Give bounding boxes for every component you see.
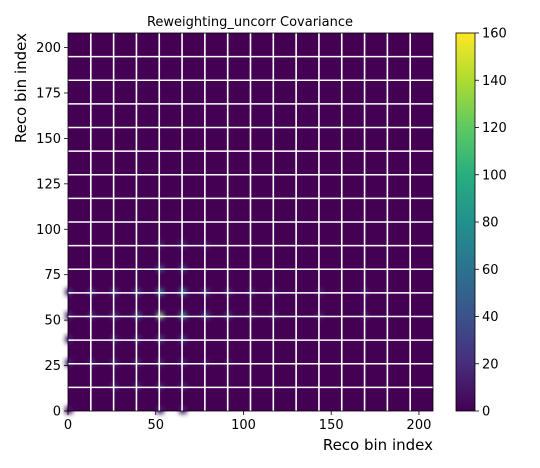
heatmap-cell — [158, 361, 162, 365]
heatmap-cell — [67, 290, 71, 294]
heatmap-cell — [158, 243, 162, 247]
heatmap-cell — [363, 290, 368, 294]
x-tick-label: 0 — [64, 418, 72, 433]
heatmap-cell — [67, 337, 71, 341]
heatmap-cell — [90, 290, 94, 294]
colorbar-tick-label: 0 — [482, 405, 490, 420]
colorbar-tick-label: 120 — [482, 121, 507, 136]
heatmap-cell — [135, 337, 139, 341]
colorbar-tick-label: 100 — [482, 168, 507, 183]
y-tick-label: 175 — [36, 86, 61, 101]
colorbar-tick-label: 40 — [482, 310, 499, 325]
heatmap-hotspots — [65, 240, 370, 415]
heatmap-cell — [204, 290, 208, 294]
heatmap-cell — [272, 290, 276, 294]
colorbar-ticks: 0 20 40 60 80 100 120 140 160 — [475, 27, 507, 420]
plot-frame — [67, 32, 434, 412]
colorbar-tick-label: 80 — [482, 216, 499, 231]
heatmap-cell — [158, 337, 162, 341]
colorbar-tick-label: 140 — [482, 74, 507, 89]
heatmap-cell — [204, 243, 208, 247]
heatmap-cell — [112, 337, 117, 341]
heatmap-cell — [272, 313, 276, 318]
heatmap-cell — [135, 361, 139, 365]
heatmap-cell — [181, 408, 185, 412]
x-tick-label: 50 — [147, 418, 164, 433]
heatmap-area — [65, 32, 434, 415]
colorbar-gradient — [455, 32, 476, 412]
heatmap-cell — [112, 361, 117, 365]
heatmap-cell — [135, 290, 139, 294]
heatmap-cell — [249, 313, 253, 318]
heatmap-cell — [181, 266, 185, 270]
heatmap-cell — [135, 313, 139, 318]
y-tick-label: 150 — [36, 132, 61, 147]
y-axis-ticks: 0 25 50 75 100 125 150 175 200 — [36, 41, 68, 420]
heatmap-cell — [181, 290, 185, 294]
heatmap-cell — [158, 408, 162, 412]
heatmap-cell — [204, 313, 208, 318]
heatmap-cell — [112, 290, 117, 294]
x-axis-label: Reco bin index — [323, 436, 433, 454]
heatmap-cell — [90, 361, 94, 365]
heatmap-cell — [181, 243, 185, 247]
y-axis-label: Reco bin index — [12, 33, 30, 143]
y-tick-label: 25 — [44, 359, 61, 374]
y-tick-label: 125 — [36, 177, 61, 192]
y-tick-label: 0 — [53, 405, 61, 420]
colorbar: 0 20 40 60 80 100 120 140 160 — [455, 27, 507, 420]
heatmap-cell — [158, 266, 162, 270]
heatmap-cell — [226, 313, 231, 318]
heatmap-cell — [204, 361, 208, 365]
x-tick-label: 200 — [407, 418, 432, 433]
heatmap-cell — [67, 361, 71, 365]
heatmap-cell — [135, 384, 139, 389]
x-tick-label: 150 — [319, 418, 344, 433]
heatmap-cell — [318, 290, 322, 294]
x-axis-ticks: 0 50 100 150 200 — [64, 411, 432, 433]
y-tick-label: 100 — [36, 223, 61, 238]
heatmap-cell — [112, 384, 117, 389]
heatmap-cell — [67, 313, 71, 318]
colorbar-tick-label: 20 — [482, 357, 499, 372]
chart-title: Reweighting_uncorr Covariance — [147, 15, 353, 30]
y-tick-label: 75 — [44, 268, 61, 283]
heatmap-cell — [181, 384, 185, 389]
heatmap-cell — [112, 313, 117, 318]
heatmap-cell — [67, 408, 71, 412]
heatmap-cell — [181, 361, 185, 365]
colorbar-tick-label: 60 — [482, 263, 499, 278]
block-gridlines — [68, 33, 433, 411]
heatmap-cell — [226, 290, 231, 294]
heatmap-cell — [90, 313, 94, 318]
heatmap-cell — [158, 384, 162, 389]
heatmap-cell — [249, 290, 253, 294]
y-tick-label: 50 — [44, 314, 61, 329]
heatmap-cell — [181, 313, 185, 318]
heatmap-cell — [181, 337, 185, 341]
heatmap-cell — [363, 313, 368, 318]
heatmap-cell — [158, 290, 162, 294]
colorbar-tick-label: 160 — [482, 27, 507, 42]
heatmap-cell — [318, 313, 322, 318]
heatmap-cell — [158, 313, 162, 318]
x-tick-label: 100 — [231, 418, 256, 433]
heatmap-cell — [226, 361, 231, 365]
y-tick-label: 200 — [36, 41, 61, 56]
